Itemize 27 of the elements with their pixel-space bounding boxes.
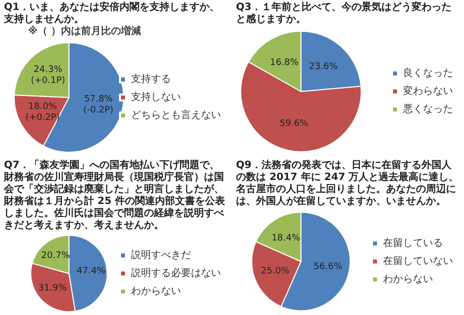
legend-label: 在留していない (383, 254, 453, 266)
legend-label: わからない (383, 274, 433, 284)
legend-label: 在留している (383, 236, 443, 248)
legend-label: 良くなった (403, 67, 453, 79)
legend-label: どちらとも言えない (131, 109, 221, 121)
data-label: 59.6% (280, 118, 309, 129)
chart-title: Q3．１年前と比べて、今の景気はどう変わったと感じますか。 (236, 2, 452, 26)
data-label: 16.8% (270, 58, 300, 68)
chart-title: Q9．法務省の発表では、日本に在留する外国人の数は 2017 年に 247 万人と過去最高に達し、名古屋市の人口を上回りました。あなたの周辺には、外国人が在留していますか、いませんか。 (236, 160, 460, 208)
legend-label: 支持しない (131, 91, 181, 103)
data-label: 24.3% (+0.1P) (30, 65, 66, 86)
chart-title: Q7．「森友学園」への国有地払い下げ問題で、財務省の佐川宣寿理財局長（現国税庁長官）は国会で「交渉記録は廃棄した」と明言しましたが、財務省は１月から計 25 件の関連内部文書を公表しました。佐川氏は国会で問題の経緯を説明すべきだと考えますか、考えませんか。 (4, 160, 226, 232)
data-label: 56.6% (314, 262, 343, 272)
data-label: 31.9% (38, 282, 68, 293)
legend-label: 変わらない (403, 85, 453, 97)
data-label: 57.8% (-0.2P) (83, 94, 114, 116)
legend-label: 支持する (131, 73, 171, 85)
data-label: 18.4% (272, 232, 301, 243)
data-label: 23.6% (309, 62, 338, 72)
chart-title: Q1．いま、あなたは安倍内閣を支持しますか、支持しませんか。 (4, 2, 220, 25)
legend-label: 説明する必要はない (131, 266, 221, 278)
legend-label: わからない (131, 286, 181, 296)
legend-label: 説明すべきだ (131, 248, 191, 260)
data-label: 47.4% (76, 266, 106, 276)
legend-label: 悪くなった (402, 104, 453, 115)
chart-subtitle: ※（ ）内は前月比の増減 (27, 26, 142, 38)
data-label: 25.0% (260, 266, 290, 276)
